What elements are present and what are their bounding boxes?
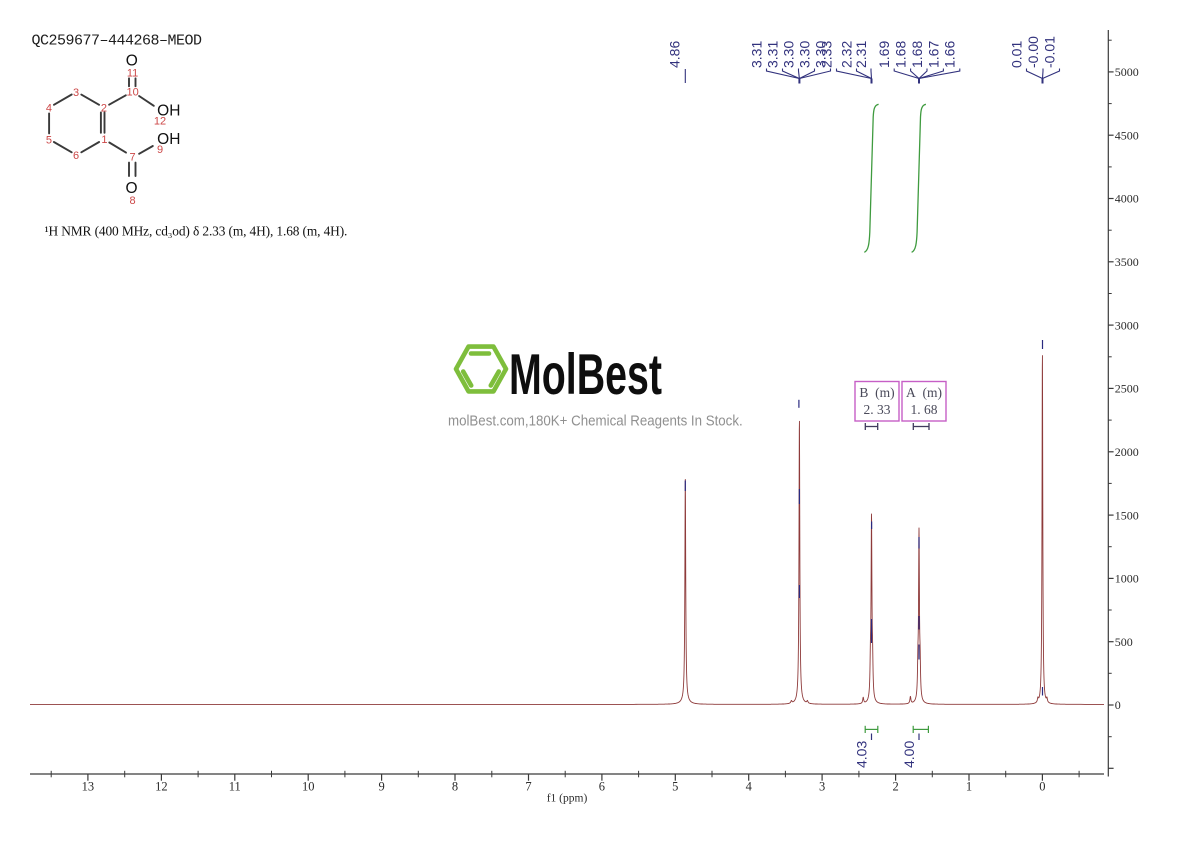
svg-text:7: 7 [130,151,136,163]
svg-text:¹H NMR (400 MHz, cd₃od) δ 2.33: ¹H NMR (400 MHz, cd₃od) δ 2.33 (m, 4H), … [45,224,348,239]
svg-text:molBest.com,180K+ Chemical Rea: molBest.com,180K+ Chemical Reagents In S… [448,412,743,429]
svg-text:0: 0 [1039,780,1045,794]
svg-text:2500: 2500 [1115,382,1139,396]
svg-text:-0.01: -0.01 [1041,36,1057,68]
svg-text:3.31: 3.31 [748,41,764,68]
svg-text:3.30: 3.30 [812,41,828,68]
svg-text:10: 10 [302,780,315,794]
svg-text:3.31: 3.31 [764,41,780,68]
svg-text:12: 12 [155,780,168,794]
svg-text:1.68: 1.68 [893,41,909,68]
svg-text:3.30: 3.30 [780,41,796,68]
svg-text:4500: 4500 [1115,128,1139,142]
svg-text:1: 1 [101,134,107,146]
svg-text:O: O [125,180,137,197]
svg-text:0: 0 [1115,698,1121,712]
svg-text:2: 2 [101,103,107,115]
svg-text:2.32: 2.32 [838,41,854,68]
svg-text:2.33: 2.33 [818,41,834,68]
svg-text:1.69: 1.69 [876,41,892,68]
svg-text:1.67: 1.67 [925,41,941,68]
svg-text:9: 9 [378,780,384,794]
svg-text:3: 3 [73,87,79,99]
svg-text:1500: 1500 [1115,508,1139,522]
svg-text:3500: 3500 [1115,255,1139,269]
svg-text:2000: 2000 [1115,445,1139,459]
svg-text:1000: 1000 [1115,572,1139,586]
svg-text:4.03: 4.03 [853,741,869,768]
svg-text:O: O [126,53,138,70]
svg-text:1: 1 [966,780,972,794]
svg-text:1.66: 1.66 [942,41,958,68]
svg-text:A (m): A (m) [906,385,942,400]
svg-text:1. 68: 1. 68 [911,402,938,417]
svg-text:3: 3 [819,780,825,794]
svg-text:5000: 5000 [1115,65,1139,79]
svg-text:2: 2 [892,780,898,794]
svg-text:3.30: 3.30 [796,41,812,68]
svg-text:12: 12 [154,115,166,127]
svg-text:10: 10 [126,87,138,99]
svg-text:1.68: 1.68 [909,41,925,68]
svg-text:f1 (ppm): f1 (ppm) [547,793,588,805]
svg-text:4: 4 [46,103,52,115]
svg-text:OH: OH [157,131,180,148]
svg-text:11: 11 [127,67,138,79]
svg-text:4.00: 4.00 [901,741,917,768]
svg-text:8: 8 [130,195,136,207]
svg-text:4.86: 4.86 [666,41,682,68]
svg-text:11: 11 [229,780,241,794]
svg-text:B (m): B (m) [859,385,894,400]
svg-text:7: 7 [525,780,531,794]
svg-text:5: 5 [46,135,52,147]
svg-text:13: 13 [82,780,95,794]
svg-text:QC259677–444268–MEOD: QC259677–444268–MEOD [32,33,203,50]
svg-text:4000: 4000 [1115,192,1139,206]
svg-text:6: 6 [73,150,79,162]
svg-text:-0.00: -0.00 [1025,36,1041,68]
svg-text:8: 8 [452,780,458,794]
svg-text:MolBest: MolBest [509,343,662,407]
svg-text:2. 33: 2. 33 [864,402,891,417]
svg-text:5: 5 [672,780,678,794]
svg-text:OH: OH [157,103,180,120]
svg-text:6: 6 [599,780,605,794]
svg-text:3000: 3000 [1115,318,1139,332]
svg-text:0.01: 0.01 [1008,41,1024,68]
svg-text:500: 500 [1115,635,1133,649]
svg-text:2.31: 2.31 [853,41,869,68]
svg-text:4: 4 [746,780,753,794]
svg-text:9: 9 [157,144,163,156]
